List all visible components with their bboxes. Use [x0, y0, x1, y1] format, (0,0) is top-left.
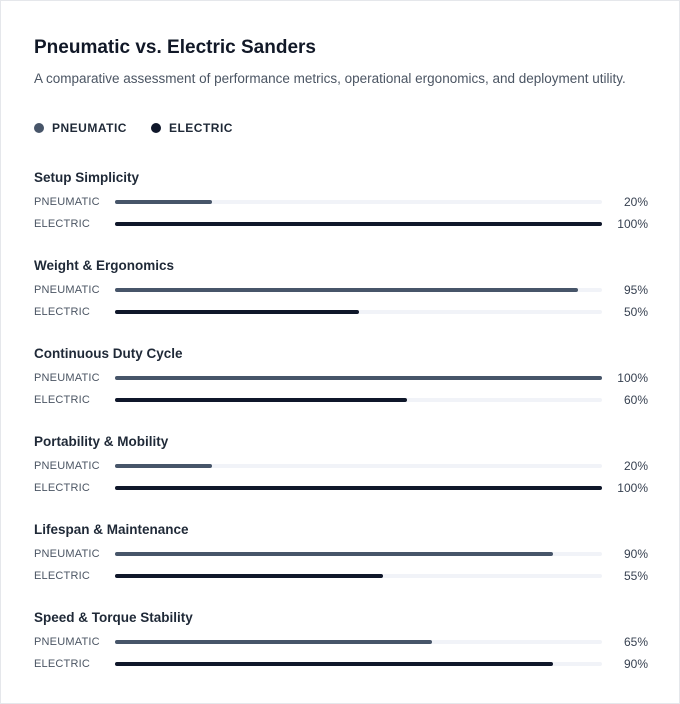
bar-electric-speed-torque-stability: [115, 662, 554, 666]
data-label: 90%: [623, 657, 648, 671]
bar-row-pneumatic: PNEUMATIC 100%: [34, 370, 648, 386]
legend-label-electric: ELECTRIC: [168, 121, 233, 135]
bar-track: [115, 288, 602, 292]
group-continuous-duty-cycle: Continuous Duty Cycle PNEUMATIC 100% ELECTR…: [34, 346, 648, 426]
bar-pneumatic-setup-simplicity: [115, 200, 213, 204]
data-label: 65%: [623, 635, 648, 649]
category-label: Portability & Mobility: [34, 434, 169, 449]
data-label: 55%: [623, 569, 648, 583]
bar-track: [115, 398, 602, 402]
bar-row-electric: ELECTRIC 60%: [34, 392, 648, 408]
bar-row-pneumatic: PNEUMATIC 20%: [34, 458, 648, 474]
bar-track: [115, 222, 602, 226]
chart-legend: PNEUMATIC ELECTRIC: [34, 121, 257, 135]
bar-track: [115, 640, 602, 644]
legend-item-pneumatic: PNEUMATIC: [34, 121, 127, 135]
bar-track: [115, 200, 602, 204]
bar-electric-weight-ergonomics: [115, 310, 359, 314]
bar-track: [115, 574, 602, 578]
series-label: PNEUMATIC: [34, 196, 100, 208]
bar-track: [115, 464, 602, 468]
group-portability-mobility: Portability & Mobility PNEUMATIC 20% ELECTR…: [34, 434, 648, 514]
data-label: 20%: [623, 459, 648, 473]
group-lifespan-maintenance: Lifespan & Maintenance PNEUMATIC 90% ELECTR…: [34, 522, 648, 602]
series-label: PNEUMATIC: [34, 548, 100, 560]
legend-item-electric: ELECTRIC: [150, 121, 233, 135]
category-label: Speed & Torque Stability: [34, 610, 193, 625]
category-label: Weight & Ergonomics: [34, 258, 175, 273]
bar-track: [115, 552, 602, 556]
bar-row-electric: ELECTRIC 100%: [34, 480, 648, 496]
legend-label-pneumatic: PNEUMATIC: [52, 121, 127, 135]
bar-electric-setup-simplicity: [115, 222, 602, 226]
bar-row-pneumatic: PNEUMATIC 20%: [34, 194, 648, 210]
data-label: 20%: [623, 195, 648, 209]
bar-pneumatic-portability-mobility: [115, 464, 213, 468]
bar-track: [115, 486, 602, 490]
series-label: ELECTRIC: [34, 306, 90, 318]
bar-row-pneumatic: PNEUMATIC 65%: [34, 634, 648, 650]
series-label: ELECTRIC: [34, 218, 90, 230]
chart-title: Pneumatic vs. Electric Sanders: [34, 37, 316, 58]
bar-pneumatic-weight-ergonomics: [115, 288, 578, 292]
bar-track: [115, 662, 602, 666]
chart-subtitle: A comparative assessment of performance …: [34, 71, 626, 86]
data-label: 60%: [623, 393, 648, 407]
series-label: PNEUMATIC: [34, 636, 100, 648]
bar-row-electric: ELECTRIC 100%: [34, 216, 648, 232]
bar-track: [115, 310, 602, 314]
bar-row-pneumatic: PNEUMATIC 90%: [34, 546, 648, 562]
series-label: ELECTRIC: [34, 658, 90, 670]
data-label: 50%: [623, 305, 648, 319]
bar-electric-continuous-duty-cycle: [115, 398, 408, 402]
bar-electric-lifespan-maintenance: [115, 574, 383, 578]
data-label: 100%: [617, 217, 648, 231]
series-label: ELECTRIC: [34, 482, 90, 494]
data-label: 100%: [617, 371, 648, 385]
bar-row-electric: ELECTRIC 50%: [34, 304, 648, 320]
bar-row-electric: ELECTRIC 55%: [34, 568, 648, 584]
bar-track: [115, 376, 602, 380]
group-speed-torque-stability: Speed & Torque Stability PNEUMATIC 65% ELEC…: [34, 610, 648, 690]
group-setup-simplicity: Setup Simplicity PNEUMATIC 20% ELECTRIC 100%: [34, 170, 648, 250]
series-label: PNEUMATIC: [34, 372, 100, 384]
category-label: Lifespan & Maintenance: [34, 522, 189, 537]
category-label: Setup Simplicity: [34, 170, 140, 185]
legend-dot-electric: [150, 123, 161, 133]
bar-row-electric: ELECTRIC 90%: [34, 656, 648, 672]
data-label: 100%: [617, 481, 648, 495]
series-label: ELECTRIC: [34, 570, 90, 582]
data-label: 95%: [623, 283, 648, 297]
bar-pneumatic-speed-torque-stability: [115, 640, 432, 644]
series-label: ELECTRIC: [34, 394, 90, 406]
bar-row-pneumatic: PNEUMATIC 95%: [34, 282, 648, 298]
bar-pneumatic-lifespan-maintenance: [115, 552, 554, 556]
legend-dot-pneumatic: [34, 123, 44, 133]
bar-electric-portability-mobility: [115, 486, 602, 490]
group-weight-ergonomics: Weight & Ergonomics PNEUMATIC 95% ELECTRIC 5…: [34, 258, 648, 338]
series-label: PNEUMATIC: [34, 284, 100, 296]
data-label: 90%: [623, 547, 648, 561]
category-label: Continuous Duty Cycle: [34, 346, 183, 361]
bar-pneumatic-continuous-duty-cycle: [115, 376, 602, 380]
series-label: PNEUMATIC: [34, 460, 100, 472]
